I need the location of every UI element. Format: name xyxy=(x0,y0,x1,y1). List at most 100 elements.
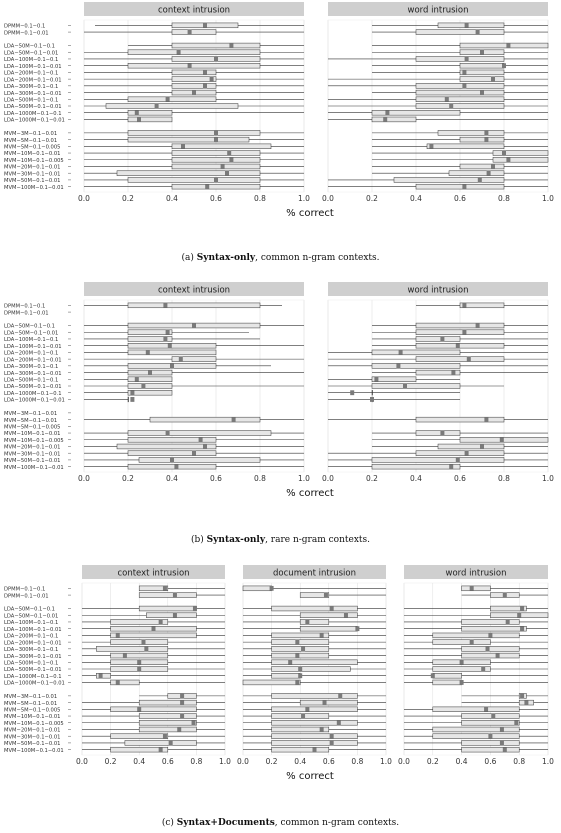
median-marker xyxy=(137,117,141,122)
median-marker xyxy=(205,184,209,189)
median-marker xyxy=(460,680,464,685)
median-marker xyxy=(192,451,196,456)
median-marker xyxy=(188,30,192,35)
panel-title: word intrusion xyxy=(408,6,469,16)
row-label: MVM−5M−0.1−0.01 xyxy=(4,418,57,424)
box xyxy=(372,110,460,115)
x-tick-label: 0.4 xyxy=(166,474,178,483)
row-label: LDA−500M−0.1−0.01 xyxy=(4,104,62,110)
row-label: MVM−20M−0.1−0.01 xyxy=(4,728,60,734)
row-label: LDA−50M−0.1−0.1 xyxy=(4,44,55,50)
median-marker xyxy=(502,63,506,68)
row-label: MVM−30M−0.1−0.01 xyxy=(4,734,60,740)
box xyxy=(416,57,504,62)
box xyxy=(493,157,548,162)
median-marker xyxy=(192,323,196,328)
box xyxy=(416,323,504,328)
row-label: DPMM−0.1−0.1 xyxy=(4,304,45,310)
median-marker xyxy=(500,727,504,732)
box xyxy=(460,77,504,82)
median-marker xyxy=(344,613,348,618)
row-label: LDA−100M−0.1−0.01 xyxy=(4,344,62,350)
median-marker xyxy=(500,741,504,746)
median-marker xyxy=(214,57,218,62)
x-tick-label: 1.0 xyxy=(380,757,392,766)
x-tick-label: 1.0 xyxy=(219,757,231,766)
figure-b-chart: DPMM−0.1−0.1DPMM−0.1−0.01LDA−50M−0.1−0.1… xyxy=(0,280,561,530)
x-tick-label: 0.2 xyxy=(122,194,134,203)
box xyxy=(372,117,416,122)
box xyxy=(243,680,300,685)
median-marker xyxy=(517,613,521,618)
box xyxy=(300,613,357,618)
row-label: LDA−500M−0.1−0.01 xyxy=(4,384,62,390)
box xyxy=(460,43,548,48)
box xyxy=(172,144,271,149)
figure-a-caption: (a) Syntax-only, common n-gram contexts. xyxy=(0,253,561,263)
median-marker xyxy=(460,660,464,665)
median-marker xyxy=(141,384,145,389)
x-tick-label: 0.8 xyxy=(351,757,363,766)
row-label: DPMM−0.1−0.01 xyxy=(4,30,49,36)
row-label: LDA−300M−0.1−0.1 xyxy=(4,84,58,90)
x-tick-label: 0.4 xyxy=(166,194,178,203)
box xyxy=(433,734,519,739)
median-marker xyxy=(478,178,482,183)
box xyxy=(300,700,357,705)
median-marker xyxy=(298,673,302,678)
median-marker xyxy=(462,184,466,189)
row-label: LDA−1000M−0.1−0.01 xyxy=(4,681,65,687)
panel-title: word intrusion xyxy=(446,569,507,579)
median-marker xyxy=(135,110,139,115)
median-marker xyxy=(177,50,181,55)
median-marker xyxy=(337,720,341,725)
x-tick-label: 0.2 xyxy=(105,757,117,766)
figure-b-caption: (b) Syntax-only, rare n-gram contexts. xyxy=(0,535,561,545)
median-marker xyxy=(203,83,207,88)
x-axis-label: % correct xyxy=(286,208,334,219)
median-marker xyxy=(177,727,181,732)
x-tick-label: 0.4 xyxy=(410,474,422,483)
x-tick-label: 0.4 xyxy=(410,194,422,203)
row-label: MVM−10M−0.1−0.005 xyxy=(4,721,64,727)
box xyxy=(128,50,260,55)
median-marker xyxy=(99,673,103,678)
median-marker xyxy=(496,653,500,658)
median-marker xyxy=(166,330,170,335)
box xyxy=(96,673,110,678)
box xyxy=(272,741,358,746)
box xyxy=(128,130,260,135)
row-label: MVM−10M−0.1−0.005 xyxy=(4,438,64,444)
x-tick-label: 0.6 xyxy=(162,757,174,766)
box xyxy=(416,357,504,362)
median-marker xyxy=(429,144,433,149)
median-marker xyxy=(221,164,225,169)
median-marker xyxy=(465,57,469,62)
x-tick-label: 1.0 xyxy=(542,474,554,483)
box xyxy=(125,741,196,746)
box xyxy=(139,720,196,725)
box xyxy=(372,377,416,382)
median-marker xyxy=(514,720,518,725)
box xyxy=(128,97,216,102)
median-marker xyxy=(484,417,488,422)
row-label: MVM−30M−0.1−0.01 xyxy=(4,171,60,177)
median-marker xyxy=(173,593,177,598)
median-marker xyxy=(163,586,167,591)
box xyxy=(460,137,504,142)
box xyxy=(96,646,168,651)
median-marker xyxy=(210,77,214,82)
box xyxy=(128,343,216,348)
row-label: MVM−3M−0.1−0.01 xyxy=(4,694,57,700)
row-label: LDA−500M−0.1−0.1 xyxy=(4,660,58,666)
row-label: DPMM−0.1−0.01 xyxy=(4,593,49,599)
box xyxy=(438,444,504,449)
x-tick-label: 0.0 xyxy=(76,757,88,766)
box xyxy=(462,714,520,719)
x-tick-label: 0.2 xyxy=(122,474,134,483)
box xyxy=(433,707,519,712)
box xyxy=(243,586,272,591)
x-tick-label: 0.4 xyxy=(456,757,468,766)
box xyxy=(139,606,196,611)
